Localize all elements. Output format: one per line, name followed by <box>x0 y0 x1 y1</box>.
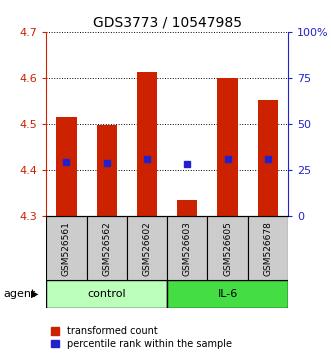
Bar <box>137 72 157 216</box>
Text: agent: agent <box>3 289 36 299</box>
Bar <box>248 216 288 280</box>
Text: GSM526562: GSM526562 <box>102 222 111 276</box>
Bar <box>46 280 167 308</box>
Bar <box>167 280 288 308</box>
Text: GSM526602: GSM526602 <box>143 222 152 276</box>
Bar <box>56 117 76 216</box>
Text: GSM526603: GSM526603 <box>183 222 192 276</box>
Bar <box>177 200 197 216</box>
Bar <box>217 78 238 216</box>
Bar <box>167 216 208 280</box>
Text: control: control <box>87 289 126 299</box>
Bar <box>87 216 127 280</box>
Title: GDS3773 / 10547985: GDS3773 / 10547985 <box>93 15 242 29</box>
Bar <box>46 216 87 280</box>
Bar <box>127 216 167 280</box>
Legend: transformed count, percentile rank within the sample: transformed count, percentile rank withi… <box>51 326 232 349</box>
Bar <box>208 216 248 280</box>
Text: IL-6: IL-6 <box>217 289 238 299</box>
Bar <box>258 101 278 216</box>
Text: GSM526561: GSM526561 <box>62 222 71 276</box>
Bar <box>97 125 117 216</box>
Text: ▶: ▶ <box>31 289 39 299</box>
Text: GSM526605: GSM526605 <box>223 222 232 276</box>
Text: GSM526678: GSM526678 <box>263 222 272 276</box>
